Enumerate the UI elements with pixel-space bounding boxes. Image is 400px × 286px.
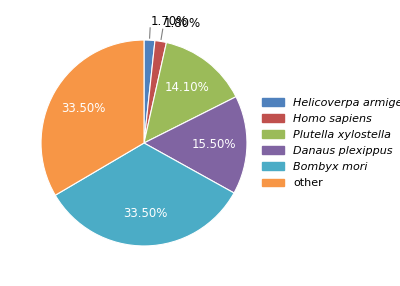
Text: 14.10%: 14.10%: [165, 81, 210, 94]
Wedge shape: [144, 43, 236, 143]
Wedge shape: [41, 40, 144, 195]
Wedge shape: [144, 97, 247, 193]
Wedge shape: [55, 143, 234, 246]
Text: 1.70%: 1.70%: [150, 15, 188, 28]
Text: 15.50%: 15.50%: [192, 138, 236, 151]
Text: 33.50%: 33.50%: [61, 102, 106, 115]
Wedge shape: [144, 41, 166, 143]
Wedge shape: [144, 40, 155, 143]
Text: 1.80%: 1.80%: [164, 17, 201, 30]
Legend: Helicoverpa armigera, Homo sapiens, Plutella xylostella, Danaus plexippus, Bomby: Helicoverpa armigera, Homo sapiens, Plut…: [258, 93, 400, 193]
Text: 33.50%: 33.50%: [123, 206, 167, 220]
